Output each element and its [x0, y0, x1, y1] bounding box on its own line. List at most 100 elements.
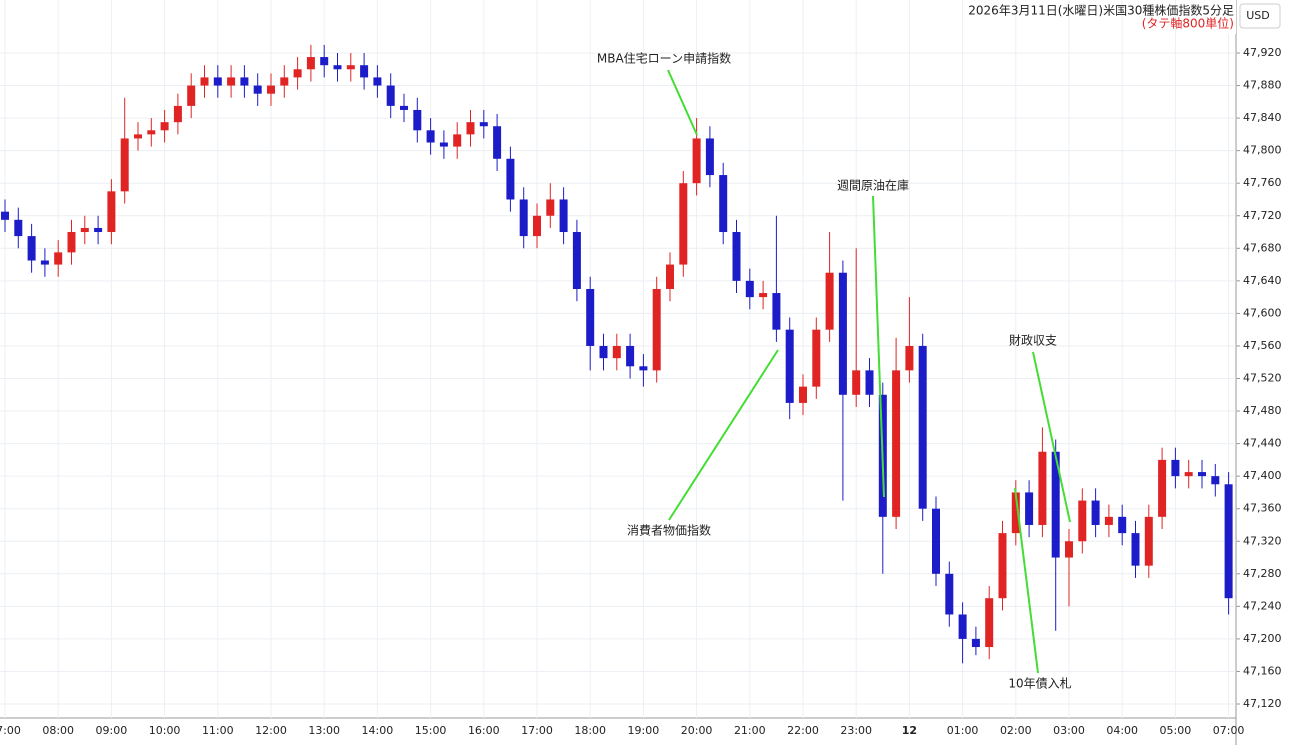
x-tick-label: 07:00	[1213, 724, 1245, 737]
candle-body	[572, 232, 581, 289]
annotation-pointer	[1014, 487, 1039, 674]
candle-body	[679, 183, 688, 265]
candle-body	[439, 142, 448, 147]
candle-body	[1, 211, 9, 220]
candle-body	[107, 191, 116, 233]
candle-body	[386, 85, 395, 106]
x-tick-label: 07:00	[0, 724, 21, 737]
candle-body	[985, 598, 994, 648]
candle-body	[626, 345, 635, 367]
x-tick-label: 17:00	[521, 724, 553, 737]
x-tick-label: 13:00	[308, 724, 340, 737]
candle-body	[400, 105, 408, 110]
candle-body	[1011, 492, 1020, 534]
candle-body	[586, 288, 595, 346]
candle-body	[639, 366, 648, 371]
candle-body	[519, 199, 528, 237]
y-tick-label: 47,160	[1243, 664, 1282, 677]
candle-body	[533, 215, 541, 237]
annotation-label: 消費者物価指数	[627, 523, 711, 538]
candle-body	[1025, 492, 1034, 525]
candle-body	[812, 329, 821, 387]
candle-body	[1144, 516, 1153, 566]
candle-body	[785, 329, 794, 403]
candle-body	[173, 105, 182, 123]
x-tick-label: 02:00	[1000, 724, 1032, 737]
x-tick-label: 04:00	[1106, 724, 1138, 737]
candle-body	[147, 130, 156, 135]
candle-body	[200, 77, 209, 86]
y-tick-label: 47,720	[1243, 209, 1282, 222]
y-tick-label: 47,560	[1243, 339, 1282, 352]
y-tick-label: 47,600	[1243, 306, 1282, 319]
y-tick-label: 47,440	[1243, 437, 1282, 450]
candle-body	[1224, 484, 1233, 599]
candle-body	[1091, 500, 1100, 525]
title-backdrop	[1180, 0, 1236, 34]
x-tick-label: 22:00	[787, 724, 819, 737]
y-tick-label: 47,840	[1243, 111, 1282, 124]
candle-body	[732, 232, 741, 281]
candle-body	[1051, 451, 1060, 558]
y-tick-label: 47,400	[1243, 469, 1282, 482]
x-tick-label: 03:00	[1053, 724, 1085, 737]
candle-body	[705, 138, 714, 176]
candle-body	[373, 77, 382, 86]
candle-body	[905, 345, 914, 371]
candle-body	[360, 65, 369, 78]
candle-body	[546, 199, 555, 216]
candle-body	[493, 126, 502, 159]
chart-title: 2026年3月11日(水曜日)米国30種株価指数5分足	[968, 3, 1234, 18]
candle-body	[1131, 533, 1140, 566]
x-tick-label: 12:00	[255, 724, 287, 737]
candle-body	[666, 264, 674, 289]
currency-badge	[1239, 3, 1281, 29]
candle-body	[599, 345, 608, 359]
candle-body	[94, 227, 103, 233]
y-tick-label: 47,800	[1243, 144, 1282, 157]
candle-body	[1211, 476, 1220, 485]
candle-body	[838, 272, 847, 395]
annotation-pointer	[667, 69, 698, 136]
annotation-label: MBA住宅ローン申請指数	[597, 51, 731, 66]
candle-body	[799, 386, 807, 403]
candle-body	[971, 638, 980, 648]
chart-subtitle: (タテ軸800単位)	[1142, 16, 1234, 31]
currency: USD	[1246, 9, 1270, 22]
candle-body	[1065, 541, 1073, 558]
candle-body	[1104, 516, 1113, 525]
y-tick-label: 47,360	[1243, 502, 1282, 515]
x-tick-label: 09:00	[96, 724, 128, 737]
x-tick-label: 21:00	[734, 724, 766, 737]
y-tick-label: 47,480	[1243, 404, 1282, 417]
candle-body	[413, 109, 422, 131]
x-tick-label: 10:00	[149, 724, 181, 737]
candle-body	[67, 232, 76, 253]
y-tick-label: 47,760	[1243, 176, 1282, 189]
x-tick-label: 12	[902, 724, 917, 737]
y-tick-label: 47,920	[1243, 46, 1282, 59]
y-tick-label: 47,120	[1243, 697, 1282, 710]
candle-body	[253, 85, 262, 94]
candle-body	[27, 236, 36, 261]
candle-body	[692, 138, 701, 184]
candle-body	[160, 122, 169, 131]
candle-body	[1184, 472, 1193, 477]
candle-body	[40, 260, 49, 265]
candle-body	[213, 77, 222, 86]
candle-body	[918, 345, 927, 509]
candle-body	[1198, 472, 1206, 477]
candle-body	[1038, 451, 1047, 525]
annotation-pointer	[872, 195, 885, 498]
candle-body	[945, 573, 954, 615]
candle-body	[1118, 516, 1127, 534]
x-tick-label: 01:00	[947, 724, 979, 737]
candle-body	[346, 65, 355, 70]
candle-body	[852, 370, 861, 395]
candle-body	[506, 158, 515, 200]
candle-body	[719, 175, 728, 233]
candle-body	[759, 293, 768, 298]
y-tick-label: 47,240	[1243, 599, 1282, 612]
